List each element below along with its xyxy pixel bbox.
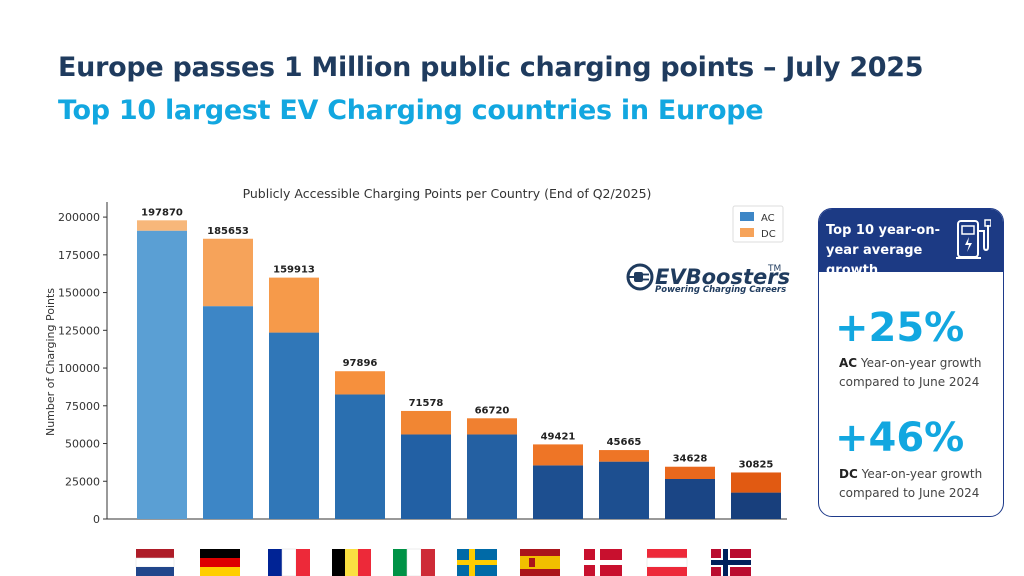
logo-tm: TM <box>767 264 781 274</box>
bar-total-label: 30825 <box>739 459 774 470</box>
sweden-flag <box>457 549 497 576</box>
dc-growth-line2: compared to June 2024 <box>839 486 980 500</box>
y-tick-label: 0 <box>93 513 100 526</box>
ac-growth-value: +25% <box>835 305 965 351</box>
bar-total-label: 49421 <box>541 431 576 442</box>
bar-total-label: 185653 <box>207 226 249 237</box>
france-flag <box>268 548 310 576</box>
bar-ac-sweden <box>467 434 517 519</box>
bar-total-label: 97896 <box>343 358 378 369</box>
bar-total-label: 197870 <box>141 207 183 218</box>
spain-flag <box>520 549 560 576</box>
bar-ac-germany <box>203 306 253 519</box>
italy-flag <box>393 548 435 576</box>
legend-label-dc: DC <box>761 229 776 240</box>
bar-dc-germany <box>203 238 253 307</box>
y-axis: 0 25000 50000 75000 100000 125000 150000 175000… <box>58 202 787 526</box>
dc-growth-value: +46% <box>835 415 965 461</box>
bar-ac-france <box>269 332 319 519</box>
growth-card-title: Top 10 year-on-year average growth <box>826 223 940 278</box>
y-axis-label: Number of Charging Points <box>44 288 57 436</box>
plug-icon <box>626 263 654 291</box>
ac-label: AC <box>839 356 858 370</box>
logo-name: EVBoosters <box>655 265 790 289</box>
bar-ac-netherlands <box>137 230 187 519</box>
growth-card-header: Top 10 year-on-year average growth <box>819 209 1003 278</box>
bar-dc-italy <box>401 410 451 435</box>
bar-ac-denmark <box>599 461 649 519</box>
austria-flag <box>646 549 688 576</box>
y-tick-label: 200000 <box>58 211 100 224</box>
denmark-flag <box>584 549 622 576</box>
bar-dc-austria <box>665 466 715 479</box>
ac-growth-line1: Year-on-year growth <box>860 356 982 370</box>
netherlands-flag <box>135 549 175 576</box>
bar-total-label: 66720 <box>475 405 510 416</box>
logo-tagline: Powering Charging Careers <box>655 285 786 295</box>
dc-growth-line1: Year-on-year growth <box>861 467 983 481</box>
charging-points-chart: Publicly Accessible Charging Points per … <box>44 186 790 526</box>
y-tick-label: 25000 <box>65 475 100 488</box>
bar-dc-netherlands <box>137 220 187 231</box>
bar-dc-spain <box>533 444 583 466</box>
ac-growth-description: AC Year-on-year growth compared to June … <box>839 354 982 392</box>
norway-flag <box>711 549 751 576</box>
y-tick-label: 75000 <box>65 400 100 413</box>
ac-growth-line2: compared to June 2024 <box>839 375 980 389</box>
dc-label: DC <box>839 467 858 481</box>
bar-total-label: 45665 <box>607 437 642 448</box>
legend-swatch-dc <box>740 228 754 237</box>
dc-growth-description: DC Year-on-year growth compared to June … <box>839 465 982 503</box>
bar-total-label: 34628 <box>673 454 708 465</box>
bar-total-label: 159913 <box>273 265 315 276</box>
germany-flag <box>200 549 240 576</box>
bar-ac-austria <box>665 478 715 519</box>
bar-dc-sweden <box>467 418 517 435</box>
legend-label-ac: AC <box>761 213 775 224</box>
legend-swatch-ac <box>740 212 754 221</box>
y-tick-label: 50000 <box>65 438 100 451</box>
y-tick-label: 175000 <box>58 249 100 262</box>
belgium-flag <box>332 549 371 576</box>
bar-ac-belgium <box>335 394 385 519</box>
bar-dc-belgium <box>335 371 385 395</box>
evboosters-logo: EVBoosters TM Powering Charging Careers <box>626 263 790 295</box>
bar-dc-norway <box>731 472 781 493</box>
y-tick-label: 150000 <box>58 287 100 300</box>
country-flags <box>135 548 751 576</box>
charging-station-icon <box>956 219 991 259</box>
page-title: Europe passes 1 Million public charging … <box>58 52 924 83</box>
bar-ac-norway <box>731 492 781 519</box>
bar-total-label: 71578 <box>409 398 444 409</box>
page-subtitle: Top 10 largest EV Charging countries in … <box>58 95 764 126</box>
bar-dc-france <box>269 277 319 333</box>
y-tick-label: 125000 <box>58 324 100 337</box>
bars-group: 197870 185653 159913 97896 71578 66720 49421 45… <box>137 207 781 519</box>
chart-title: Publicly Accessible Charging Points per … <box>243 186 652 201</box>
bar-ac-italy <box>401 434 451 519</box>
bar-dc-denmark <box>599 450 649 462</box>
chart-legend: AC DC <box>732 205 784 243</box>
bar-ac-spain <box>533 465 583 519</box>
y-tick-label: 100000 <box>58 362 100 375</box>
growth-card: Top 10 year-on-year average growth +25% … <box>818 208 1004 517</box>
